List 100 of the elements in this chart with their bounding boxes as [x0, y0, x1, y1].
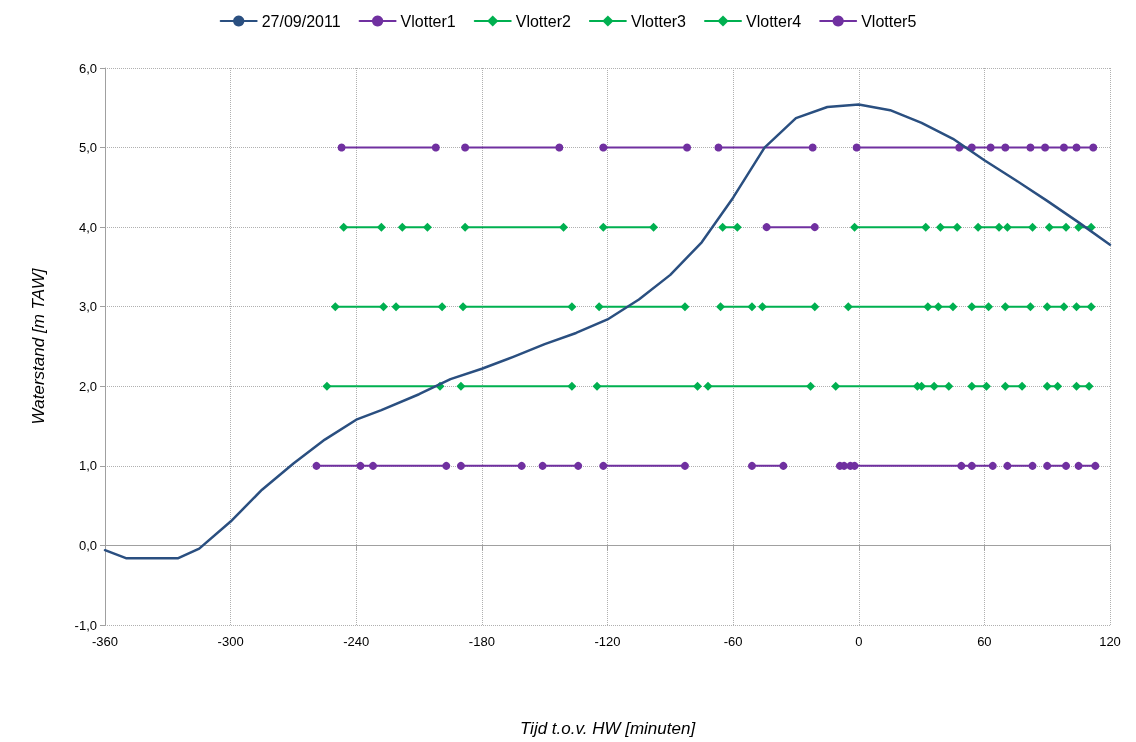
point — [1053, 381, 1063, 391]
legend-label: Vlotter5 — [861, 12, 917, 30]
point — [391, 302, 401, 312]
point — [337, 143, 346, 152]
point — [1017, 381, 1027, 391]
point — [929, 381, 939, 391]
point — [1059, 302, 1069, 312]
point — [973, 222, 983, 232]
point — [714, 143, 723, 152]
point — [718, 222, 728, 232]
point — [339, 222, 349, 232]
point — [1043, 461, 1052, 470]
y-axis-title: Waterstand [m TAW] — [29, 267, 48, 425]
point — [1025, 302, 1035, 312]
point — [1062, 461, 1071, 470]
y-tick-label: 4,0 — [78, 219, 97, 235]
point — [422, 222, 432, 232]
x-tick-label: -360 — [91, 634, 119, 649]
point — [356, 461, 365, 470]
y-tick-label: 0,0 — [78, 537, 97, 553]
point — [598, 222, 608, 232]
point — [810, 223, 819, 232]
point — [933, 302, 943, 312]
x-axis-title: Tijd t.o.v. HW [minuten] — [519, 719, 697, 738]
point — [852, 143, 861, 152]
point — [1028, 222, 1038, 232]
point — [703, 381, 713, 391]
point — [1072, 143, 1081, 152]
legend-label: Vlotter4 — [746, 12, 802, 30]
point — [574, 461, 583, 470]
point — [312, 461, 321, 470]
point — [779, 461, 788, 470]
point — [1089, 143, 1098, 152]
point — [988, 461, 997, 470]
point — [1001, 143, 1010, 152]
point — [680, 461, 689, 470]
point — [810, 302, 820, 312]
point — [732, 222, 742, 232]
point — [397, 222, 407, 232]
point — [458, 302, 468, 312]
x-tick-label: -60 — [723, 634, 743, 649]
point — [1026, 143, 1035, 152]
x-tick-label: -240 — [343, 634, 370, 649]
point — [952, 222, 962, 232]
point — [376, 222, 386, 232]
point — [923, 302, 933, 312]
y-tick-label: 5,0 — [78, 140, 97, 156]
point — [555, 143, 564, 152]
point — [456, 461, 465, 470]
point — [1061, 222, 1071, 232]
point — [984, 302, 994, 312]
point — [843, 302, 853, 312]
y-tick-label: 3,0 — [78, 299, 97, 315]
point — [330, 302, 340, 312]
point — [747, 461, 756, 470]
point — [456, 381, 466, 391]
point — [369, 461, 377, 470]
point — [757, 302, 767, 312]
point — [649, 222, 659, 232]
point — [967, 381, 977, 391]
point — [716, 302, 726, 312]
point — [538, 461, 547, 470]
x-tick-label: -120 — [594, 634, 621, 649]
x-tick-label: 60 — [977, 634, 992, 649]
point — [693, 381, 703, 391]
point — [747, 302, 757, 312]
point — [1042, 381, 1052, 391]
y-tick-label: 2,0 — [78, 378, 97, 394]
x-tick-label: -300 — [217, 634, 244, 649]
point — [599, 461, 608, 470]
point — [935, 222, 945, 232]
point — [948, 302, 958, 312]
point — [1084, 381, 1094, 391]
point — [1042, 302, 1052, 312]
point — [599, 143, 608, 152]
point — [567, 381, 577, 391]
point — [517, 461, 526, 470]
point — [944, 381, 954, 391]
point — [460, 222, 470, 232]
point — [1072, 381, 1081, 391]
x-tick-label: 0 — [855, 634, 863, 649]
point — [442, 461, 451, 470]
point — [683, 143, 692, 152]
point — [1028, 461, 1037, 470]
point — [592, 381, 602, 391]
point — [1000, 302, 1010, 312]
point — [1059, 143, 1068, 152]
legend-label: Vlotter3 — [630, 12, 687, 30]
point — [1074, 222, 1084, 232]
point — [1000, 381, 1010, 391]
point — [322, 381, 332, 391]
point — [1072, 302, 1081, 312]
line-series — [103, 103, 1112, 560]
point — [1044, 222, 1054, 232]
point — [921, 222, 931, 232]
y-tick-label: 6,0 — [78, 60, 97, 76]
point — [1086, 302, 1096, 312]
point — [967, 461, 976, 470]
point — [967, 302, 977, 312]
point — [994, 222, 1004, 232]
